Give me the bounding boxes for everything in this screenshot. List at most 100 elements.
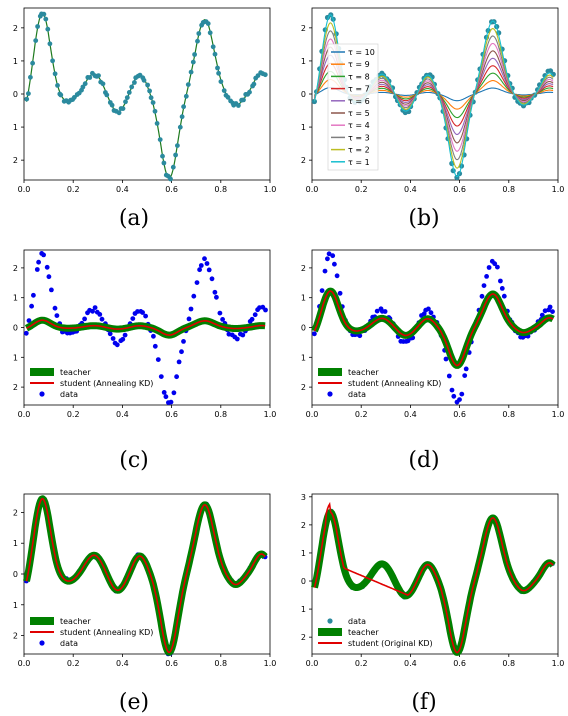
x-tick-label: 0.2	[355, 659, 368, 668]
data-point	[495, 264, 500, 270]
data-point	[247, 89, 252, 95]
data-point	[43, 16, 49, 22]
data-point	[190, 59, 196, 65]
legend-label: τ = 8	[348, 72, 370, 81]
data-point	[426, 306, 431, 312]
data-point	[54, 313, 60, 318]
data-point	[484, 274, 489, 279]
data-point	[52, 71, 58, 77]
data-point	[234, 336, 240, 342]
data-point	[192, 52, 198, 57]
data-point	[123, 99, 128, 105]
data-point	[100, 81, 106, 87]
data-point	[41, 252, 46, 258]
data-point	[161, 390, 167, 395]
data-point	[479, 293, 485, 299]
data-point	[197, 267, 203, 273]
data-point	[170, 164, 176, 170]
data-point	[179, 349, 184, 355]
data-point	[92, 305, 98, 310]
data-point	[181, 104, 187, 110]
data-point	[196, 31, 202, 36]
student-line	[25, 497, 266, 654]
data-point	[194, 280, 200, 285]
data-point	[150, 100, 156, 105]
data-point	[443, 356, 449, 362]
legend-label: τ = 2	[348, 146, 370, 155]
data-point	[457, 397, 462, 402]
y-tick-label: 2	[13, 383, 18, 392]
x-tick-label: 0.8	[214, 185, 227, 194]
plot-frame	[311, 493, 559, 655]
legend-label: τ = 4	[348, 121, 370, 130]
data-point	[71, 95, 77, 100]
x-tick-label: 0.6	[453, 185, 466, 194]
y-tick-label: 1	[301, 605, 306, 614]
student-line	[26, 319, 266, 336]
data-point	[205, 21, 211, 26]
data-point	[90, 308, 95, 314]
y-tick-label: 3	[301, 493, 306, 502]
legend-swatch	[39, 391, 45, 397]
y-tick-label: 1	[301, 294, 306, 303]
legend-label: data	[60, 639, 78, 648]
data-point	[218, 79, 224, 84]
legend-swatch	[30, 368, 54, 376]
data-point	[99, 316, 105, 322]
student-line	[313, 290, 554, 367]
x-tick-label: 0.2	[67, 185, 80, 194]
data-point	[87, 75, 93, 80]
legend-label: τ = 1	[348, 158, 370, 167]
data-point	[206, 267, 212, 273]
x-tick-label: 0.0	[18, 410, 31, 419]
data-point	[225, 94, 231, 100]
x-tick-label: 0.6	[165, 659, 178, 668]
data-point	[130, 316, 136, 321]
x-tick-label: 0.6	[165, 185, 178, 194]
data-point	[161, 160, 167, 166]
y-tick-label: 2	[13, 156, 18, 165]
data-point	[41, 11, 47, 17]
data-point	[160, 153, 165, 159]
data-point	[30, 60, 35, 66]
data-point	[151, 333, 156, 339]
data-point	[446, 373, 452, 379]
data-point	[168, 176, 173, 182]
data-point	[44, 264, 50, 270]
data-point	[463, 366, 469, 372]
data-point	[29, 303, 34, 309]
data-point	[481, 283, 487, 288]
data-point	[186, 316, 192, 322]
y-tick-label: 2	[301, 521, 306, 530]
data-point	[46, 274, 52, 280]
y-tick-label: 0	[13, 570, 18, 579]
data-point	[539, 312, 545, 318]
data-point	[181, 339, 186, 344]
data-point	[195, 38, 200, 44]
legend-label: data	[348, 390, 366, 399]
data-point	[50, 58, 55, 64]
data-point	[23, 330, 29, 336]
y-tick-label: 1	[13, 353, 18, 362]
data-point	[107, 331, 113, 337]
x-tick-label: 1.0	[552, 659, 565, 668]
data-point	[157, 137, 163, 143]
x-tick-label: 0.4	[404, 659, 417, 668]
data-point	[212, 289, 218, 295]
data-point	[122, 332, 128, 338]
data-point	[325, 256, 330, 262]
data-point	[183, 93, 189, 99]
y-tick-label: 1	[301, 123, 306, 132]
data-point	[330, 253, 336, 259]
data-point	[114, 342, 120, 348]
data-point	[428, 310, 434, 316]
data-point	[82, 81, 88, 87]
caption-d: (d)	[408, 448, 440, 473]
data-point	[501, 293, 507, 299]
data-point	[202, 256, 207, 262]
legend-label: teacher	[348, 368, 379, 377]
data-point	[26, 91, 31, 96]
